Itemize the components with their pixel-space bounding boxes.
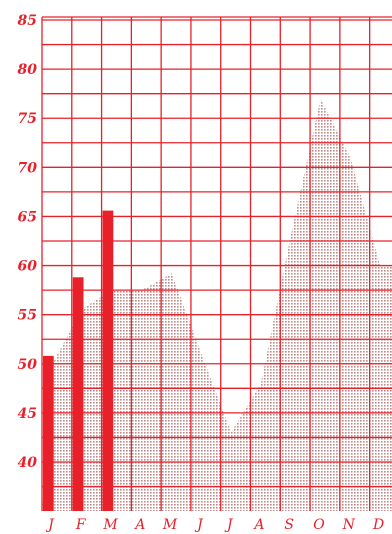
bar-m-2 bbox=[102, 210, 114, 511]
x-tick-label: A bbox=[252, 517, 264, 533]
y-tick-label: 45 bbox=[18, 406, 37, 422]
x-tick-label: J bbox=[45, 517, 55, 533]
x-tick-label: J bbox=[224, 517, 234, 533]
grid-layer bbox=[41, 16, 392, 511]
y-tick-label: 50 bbox=[18, 357, 38, 373]
x-tick-label: N bbox=[342, 517, 356, 533]
bar-f-1 bbox=[72, 277, 84, 511]
x-tick-label: M bbox=[162, 517, 178, 533]
y-tick-label: 55 bbox=[18, 308, 37, 324]
area-layer bbox=[42, 98, 392, 511]
x-tick-label: O bbox=[313, 517, 325, 533]
bar-layer bbox=[43, 210, 114, 511]
x-tick-label: F bbox=[75, 517, 87, 533]
x-tick-label: D bbox=[372, 517, 384, 533]
y-tick-label: 40 bbox=[18, 455, 38, 471]
bar-j-0 bbox=[43, 355, 54, 511]
y-tick-label: 75 bbox=[18, 111, 37, 127]
y-tick-labels: 85 80 75 70 65 60 55 50 45 40 bbox=[18, 13, 38, 471]
y-tick-label: 80 bbox=[18, 62, 38, 78]
x-tick-label: M bbox=[102, 517, 118, 533]
x-tick-label: J bbox=[194, 517, 204, 533]
x-tick-label: A bbox=[133, 517, 145, 533]
y-tick-label: 85 bbox=[18, 13, 37, 29]
x-tick-label: S bbox=[284, 517, 294, 533]
y-tick-label: 70 bbox=[18, 160, 38, 176]
y-tick-label: 60 bbox=[18, 259, 38, 275]
y-tick-label: 65 bbox=[18, 209, 37, 225]
area-series bbox=[42, 98, 392, 511]
